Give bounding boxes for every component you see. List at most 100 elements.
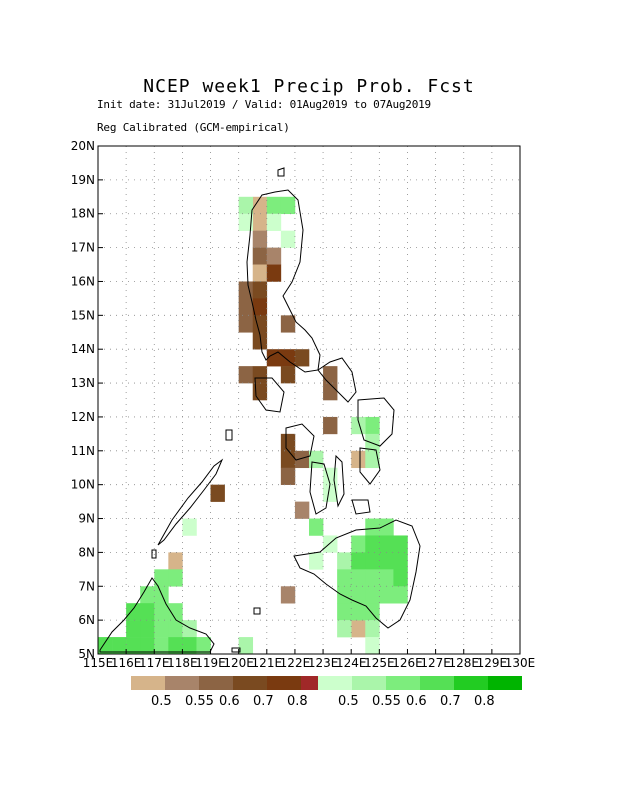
wet-legend-label: 0.55 (372, 694, 401, 709)
lon-tick-label: 116E (111, 656, 142, 670)
dry-probability-cell (351, 620, 366, 638)
wet-probability-cell (379, 535, 394, 553)
islet-coast (231, 647, 241, 653)
lon-tick-label: 121E (252, 656, 283, 670)
probability-cells (98, 196, 408, 655)
dry-probability-cell (252, 230, 268, 248)
wet-legend-swatch (488, 676, 522, 690)
lon-tick-label: 129E (477, 656, 508, 670)
wet-probability-cell (98, 637, 113, 655)
wet-probability-cell (365, 603, 380, 621)
wet-probability-cell (280, 230, 296, 248)
lat-tick-label: 5N (78, 647, 95, 661)
wet-probability-cell (309, 518, 324, 536)
wet-probability-cell (365, 535, 380, 553)
cebu-coast (333, 454, 345, 508)
wet-probability-cell (154, 637, 169, 655)
wet-legend-label: 0.6 (406, 694, 427, 709)
wet-probability-cell (154, 620, 169, 638)
wet-probability-cell (351, 416, 366, 435)
lon-tick-label: 128E (448, 656, 479, 670)
lon-tick-label: 115E (83, 656, 114, 670)
samar-coast (357, 397, 395, 447)
lat-tick-label: 19N (71, 173, 95, 187)
map-gridlines (98, 146, 520, 654)
wet-legend-swatch (386, 676, 420, 690)
wet-probability-cell (182, 518, 197, 536)
lat-tick-label: 10N (71, 478, 95, 492)
bohol-coast (351, 499, 371, 515)
wet-probability-cell (238, 196, 254, 215)
negros-coast (309, 461, 331, 515)
dry-legend-swatch (165, 676, 199, 690)
islet-coast (253, 607, 261, 615)
wet-probability-cell (154, 569, 169, 587)
dry-probability-cell (238, 366, 254, 384)
wet-legend-label: 0.8 (474, 694, 495, 709)
wet-probability-cell (266, 213, 282, 231)
dry-probability-cell (238, 281, 254, 299)
dry-probability-cell (238, 298, 254, 316)
wet-probability-cell (168, 603, 183, 621)
dry-probability-cell (280, 349, 296, 367)
wet-probability-cell (351, 552, 366, 570)
dry-legend-label: 0.7 (253, 694, 274, 709)
dry-legend-label: 0.55 (185, 694, 214, 709)
wet-probability-cell (393, 535, 408, 553)
wet-legend-label: 0.5 (338, 694, 359, 709)
dry-probability-cell (280, 366, 296, 384)
wet-legend-swatch (454, 676, 488, 690)
wet-probability-cell (337, 569, 352, 587)
islet-coast (151, 549, 157, 559)
dry-probability-cell (252, 213, 268, 231)
wet-probability-cell (280, 196, 296, 215)
wet-probability-cell (393, 569, 408, 587)
dry-probability-cell (252, 298, 268, 316)
wet-probability-cell (337, 586, 352, 604)
borneo-coast (99, 577, 215, 653)
dry-probability-cell (252, 196, 268, 215)
wet-probability-cell (379, 552, 394, 570)
wet-probability-cell (140, 603, 155, 621)
dry-legend-label: 0.5 (151, 694, 172, 709)
wet-probability-cell (365, 433, 380, 452)
dry-probability-cell (266, 264, 282, 282)
wet-probability-cell (337, 603, 352, 621)
wet-probability-cell (379, 586, 394, 604)
dry-probability-cell (238, 315, 254, 333)
wet-probability-cell (112, 637, 127, 655)
wet-probability-cell (126, 603, 141, 621)
wet-probability-cell (365, 552, 380, 570)
wet-probability-cell (168, 569, 183, 587)
wet-probability-cell (393, 586, 408, 604)
wet-probability-cell (140, 620, 155, 638)
wet-probability-cell (154, 603, 169, 621)
dry-legend-label: 0.6 (219, 694, 240, 709)
dry-probability-cell (280, 467, 296, 485)
wet-probability-cell (351, 535, 366, 553)
wet-legend-label: 0.7 (440, 694, 461, 709)
dry-probability-cell (252, 264, 268, 282)
wet-probability-cell (365, 416, 380, 435)
lon-tick-label: 127E (420, 656, 451, 670)
bicol-coast (317, 357, 357, 403)
wet-probability-cell (196, 637, 211, 655)
dry-probability-cell (323, 383, 338, 401)
lat-tick-label: 7N (78, 579, 95, 593)
coastline (99, 167, 421, 653)
lat-tick-label: 15N (71, 308, 95, 322)
wet-probability-cell (238, 637, 254, 655)
lat-tick-label: 20N (71, 139, 95, 153)
dry-probability-cell (323, 416, 338, 435)
wet-probability-cell (365, 518, 380, 536)
axis-ticks: 115E116E117E118E119E120E121E122E123E124E… (71, 139, 536, 670)
islet-coast (277, 167, 285, 177)
init-valid-line: Init date: 31Jul2019 / Valid: 01Aug2019 … (97, 98, 431, 111)
wet-probability-cell (337, 620, 352, 638)
lat-tick-label: 16N (71, 274, 95, 288)
lon-tick-label: 119E (195, 656, 226, 670)
dry-probability-cell (294, 349, 310, 367)
lat-tick-label: 17N (71, 241, 95, 255)
wet-probability-cell (337, 552, 352, 570)
